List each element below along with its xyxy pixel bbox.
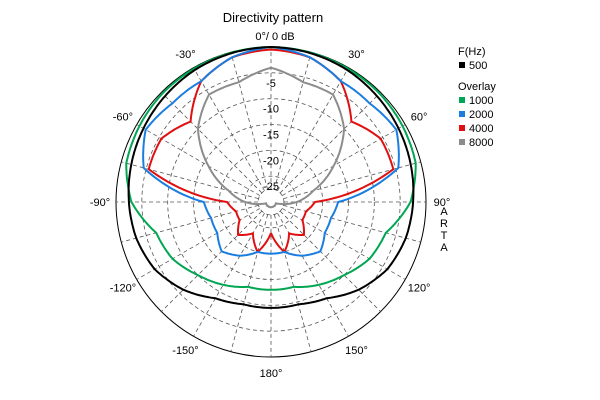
grid-spoke <box>230 214 269 352</box>
watermark-letter: R <box>440 218 448 230</box>
grid-spoke <box>161 210 263 312</box>
grid-spoke <box>279 210 381 312</box>
grid-spoke <box>273 214 312 352</box>
angle-tick-label: -30° <box>175 49 195 61</box>
legend-label-8000: 8000 <box>469 137 493 149</box>
grid-spoke <box>193 212 265 337</box>
radial-tick-label: -10 <box>263 104 279 116</box>
radial-tick-label: -5 <box>266 78 276 90</box>
radial-tick-label: -25 <box>263 181 279 193</box>
legend-label-500: 500 <box>469 60 487 72</box>
legend-label-4000: 4000 <box>469 123 493 135</box>
grid-spoke <box>193 67 265 192</box>
series-line-500 <box>127 45 415 309</box>
grid-circle <box>167 98 375 306</box>
radial-unit-label: 0°/ 0 dB <box>255 31 294 43</box>
grid-circle <box>141 72 401 332</box>
series-layer <box>125 45 417 309</box>
grid-spoke <box>279 92 381 194</box>
angle-tick-label: -90° <box>90 197 110 209</box>
watermark-letter: T <box>441 230 448 242</box>
grid-spoke <box>281 124 406 196</box>
angle-tick-label: 180° <box>260 368 283 380</box>
series-line-4000 <box>147 48 395 254</box>
axis-labels: 0°/ 0 dB -5 -10 -15 -20 -25 -30° 30° -60° 60° -90… <box>90 31 450 380</box>
angle-tick-label: -150° <box>172 345 198 357</box>
chart-title: Directivity pattern <box>223 10 323 25</box>
legend: F(Hz) Overlay 500 1000 2000 4000 8000 <box>458 46 496 149</box>
series-line-8000 <box>196 66 346 209</box>
grid-spoke <box>273 52 312 190</box>
grid-spoke <box>230 52 269 190</box>
grid-spoke <box>277 67 349 192</box>
angle-tick-label: 90° <box>434 197 451 209</box>
legend-overlay-header: Overlay <box>458 81 496 93</box>
legend-header: F(Hz) <box>458 46 486 58</box>
angle-tick-label: 150° <box>345 345 368 357</box>
grid-spoke <box>161 92 263 194</box>
legend-swatch-1000 <box>459 97 465 103</box>
angle-tick-label: -120° <box>110 283 136 295</box>
angle-tick-label: 120° <box>408 283 431 295</box>
radial-tick-label: -20 <box>263 155 279 167</box>
legend-label-1000: 1000 <box>469 95 493 107</box>
legend-swatch-8000 <box>459 139 465 145</box>
angle-tick-label: 30° <box>348 49 365 61</box>
legend-label-2000: 2000 <box>469 109 493 121</box>
radial-tick-label: -15 <box>263 130 279 142</box>
angle-tick-label: 60° <box>411 112 428 124</box>
grid-spoke <box>136 124 261 196</box>
legend-swatch-4000 <box>459 125 465 131</box>
watermark-letter: A <box>440 242 448 254</box>
legend-swatch-500 <box>459 62 465 68</box>
grid-spoke <box>121 161 259 200</box>
legend-swatch-2000 <box>459 111 465 117</box>
grid-spoke <box>283 161 421 200</box>
watermark-letter: A <box>440 206 448 218</box>
angle-tick-label: -60° <box>113 112 133 124</box>
